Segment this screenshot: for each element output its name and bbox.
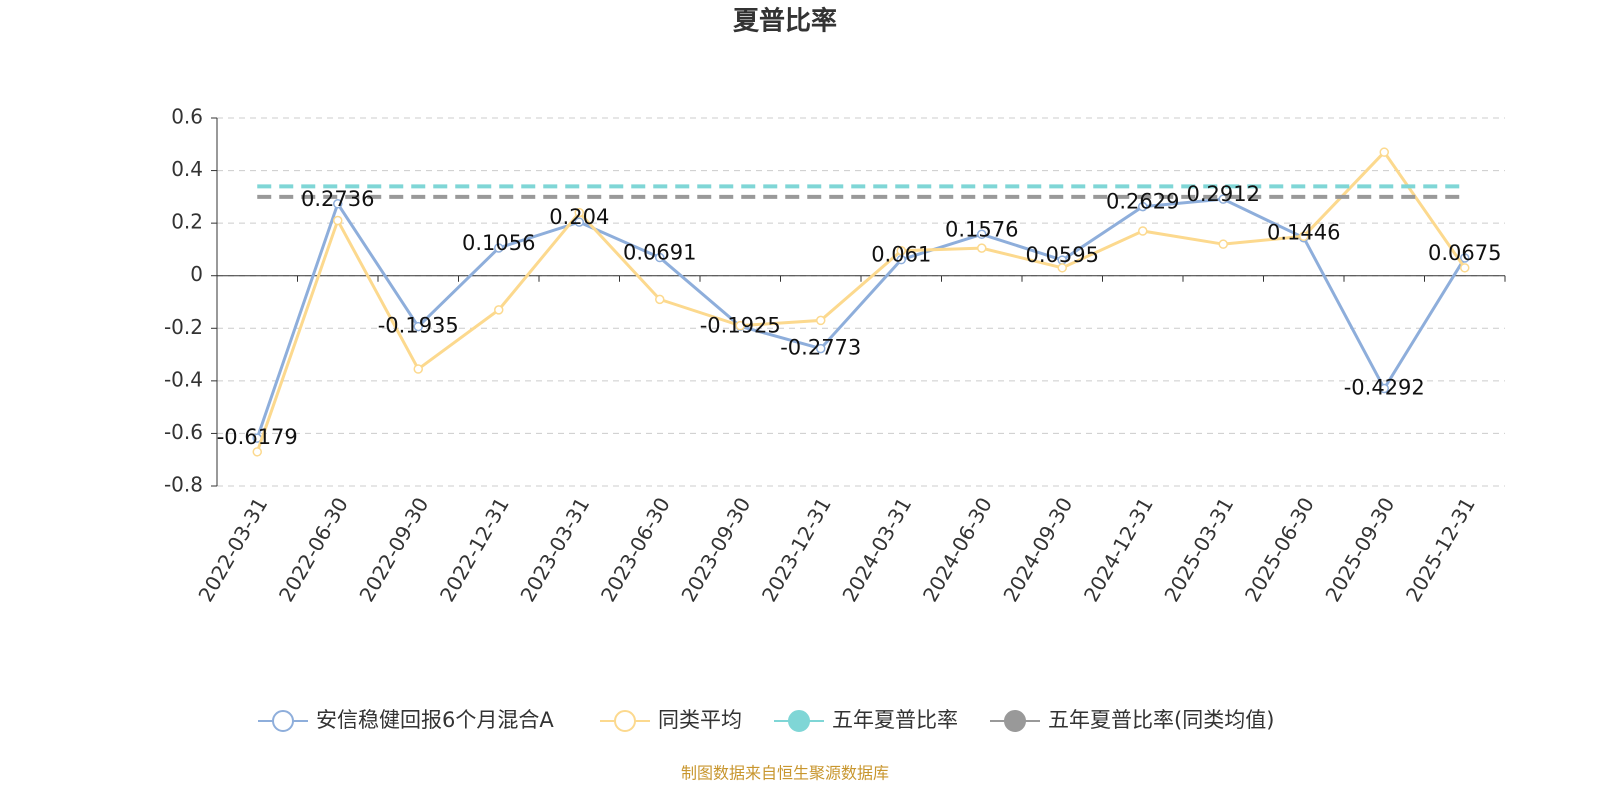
series-line [255,149,1466,453]
legend-label: 同类平均 [658,708,742,732]
data-label: 0.0595 [1026,243,1099,267]
data-point [574,207,584,218]
data-point [1138,201,1148,212]
data-label: 0.2912 [1187,182,1260,206]
x-tick-label: 2025-09-30 [1320,493,1399,606]
x-tick-label: 2024-03-31 [837,493,916,606]
data-point [413,364,423,374]
data-point [413,321,423,332]
x-tick-label: 2023-12-31 [757,493,836,606]
x-tick-label: 2023-06-30 [596,493,675,606]
data-label: -0.1925 [700,313,781,337]
data-point [896,254,906,265]
data-label: 0.0691 [623,241,696,265]
source-note: 制图数据来自恒生聚源数据库 [681,764,889,783]
data-point [816,343,826,354]
data-point [1057,263,1067,273]
legend-marker [272,710,294,732]
data-point [977,243,987,253]
x-tick-label: 2024-06-30 [918,493,997,606]
y-tick-label: 0.6 [171,105,203,129]
data-label: 0.2629 [1106,190,1179,214]
x-tick-label: 2022-03-31 [193,493,272,606]
data-point [1138,226,1148,236]
data-point [333,215,343,226]
x-tick-label: 2022-09-30 [354,493,433,606]
data-label: 0.2736 [301,187,374,211]
legend-marker [614,710,636,732]
x-tick-label: 2024-12-31 [1079,493,1158,606]
data-label: -0.2773 [780,336,861,360]
y-tick-label: -0.2 [164,315,203,339]
chart-title: 夏普比率 [733,6,837,37]
data-label: 0.061 [871,243,931,267]
data-point [1218,239,1228,249]
data-point [574,217,584,227]
x-tick-label: 2025-12-31 [1401,493,1480,606]
y-tick-label: -0.8 [164,473,203,497]
data-label: -0.4292 [1344,376,1425,400]
y-tick-label: 0.4 [171,157,203,181]
x-tick-label: 2024-09-30 [998,493,1077,606]
data-point [896,245,906,256]
data-point [655,294,665,305]
data-label: 0.1576 [945,217,1018,241]
x-tick-label: 2023-03-31 [515,493,594,606]
y-tick-label: 0.2 [171,210,203,234]
data-point [494,243,504,253]
data-point [1460,263,1470,273]
data-point [1299,231,1309,242]
data-label: 0.204 [549,205,609,229]
data-point [977,229,987,240]
data-point [735,320,745,331]
y-tick-label: 0 [190,262,203,286]
x-tick-label: 2022-06-30 [274,493,353,606]
data-point [333,199,343,209]
data-point [1460,253,1470,263]
data-label: 0.1056 [462,231,535,255]
data-label: 0.1446 [1267,221,1340,245]
legend-label: 安信稳健回报6个月混合A [316,708,554,732]
data-point [1379,383,1389,394]
y-tick-label: -0.6 [164,420,203,444]
data-label: -0.6179 [217,425,298,449]
legend-marker [788,710,810,732]
legend-label: 五年夏普比率(同类均值) [1048,708,1274,732]
data-point [252,447,262,457]
data-label: 0.0675 [1428,241,1501,265]
x-tick-label: 2025-03-31 [1159,493,1238,606]
data-label: -0.1935 [378,314,459,338]
data-point [655,252,665,263]
legend-marker [1004,710,1026,732]
x-tick-label: 2025-06-30 [1240,493,1319,606]
x-tick-label: 2022-12-31 [435,493,514,606]
data-point [816,315,826,326]
data-point [1379,147,1389,157]
series-line [255,197,1467,439]
x-tick-label: 2023-09-30 [676,493,755,606]
y-tick-label: -0.4 [164,367,203,391]
data-point [494,305,504,315]
legend-label: 五年夏普比率 [832,708,958,732]
